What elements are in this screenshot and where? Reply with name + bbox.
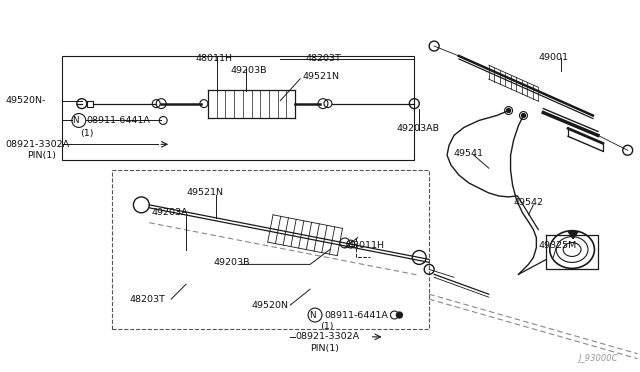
Text: 08911-6441A: 08911-6441A (324, 311, 388, 320)
Bar (62, 56, 414, 160)
Text: PIN(1): PIN(1) (310, 344, 339, 353)
Text: 49001: 49001 (538, 54, 568, 62)
Text: 49541: 49541 (454, 149, 484, 158)
Text: 49520N-: 49520N- (5, 96, 45, 105)
Polygon shape (568, 232, 578, 238)
Text: 49203B: 49203B (214, 258, 250, 267)
Text: 49203B: 49203B (230, 66, 267, 76)
Text: 49521N: 49521N (302, 72, 339, 81)
Text: 49520N: 49520N (252, 301, 289, 310)
Text: 49203AB: 49203AB (396, 124, 440, 133)
Text: PIN(1): PIN(1) (28, 151, 56, 160)
Text: 08911-6441A: 08911-6441A (87, 116, 150, 125)
Text: 49542: 49542 (513, 198, 543, 207)
Text: N: N (72, 116, 79, 125)
Text: (1): (1) (80, 129, 93, 138)
Text: 49203A: 49203A (151, 208, 188, 217)
Text: 48011H: 48011H (348, 241, 385, 250)
Circle shape (396, 312, 403, 318)
Circle shape (522, 113, 525, 118)
Text: 48011H: 48011H (196, 54, 233, 64)
Text: J_93000C: J_93000C (579, 354, 618, 363)
Text: 49325M: 49325M (538, 241, 577, 250)
Circle shape (507, 109, 511, 113)
Bar (111, 170, 429, 329)
Text: 48203T: 48203T (129, 295, 165, 304)
Text: 08921-3302A: 08921-3302A (295, 332, 359, 341)
Text: (1): (1) (320, 323, 333, 331)
Text: N: N (309, 311, 316, 320)
Text: 08921-3302A: 08921-3302A (5, 140, 70, 149)
Text: 48203T: 48203T (305, 54, 341, 64)
Text: 49521N: 49521N (186, 189, 223, 198)
